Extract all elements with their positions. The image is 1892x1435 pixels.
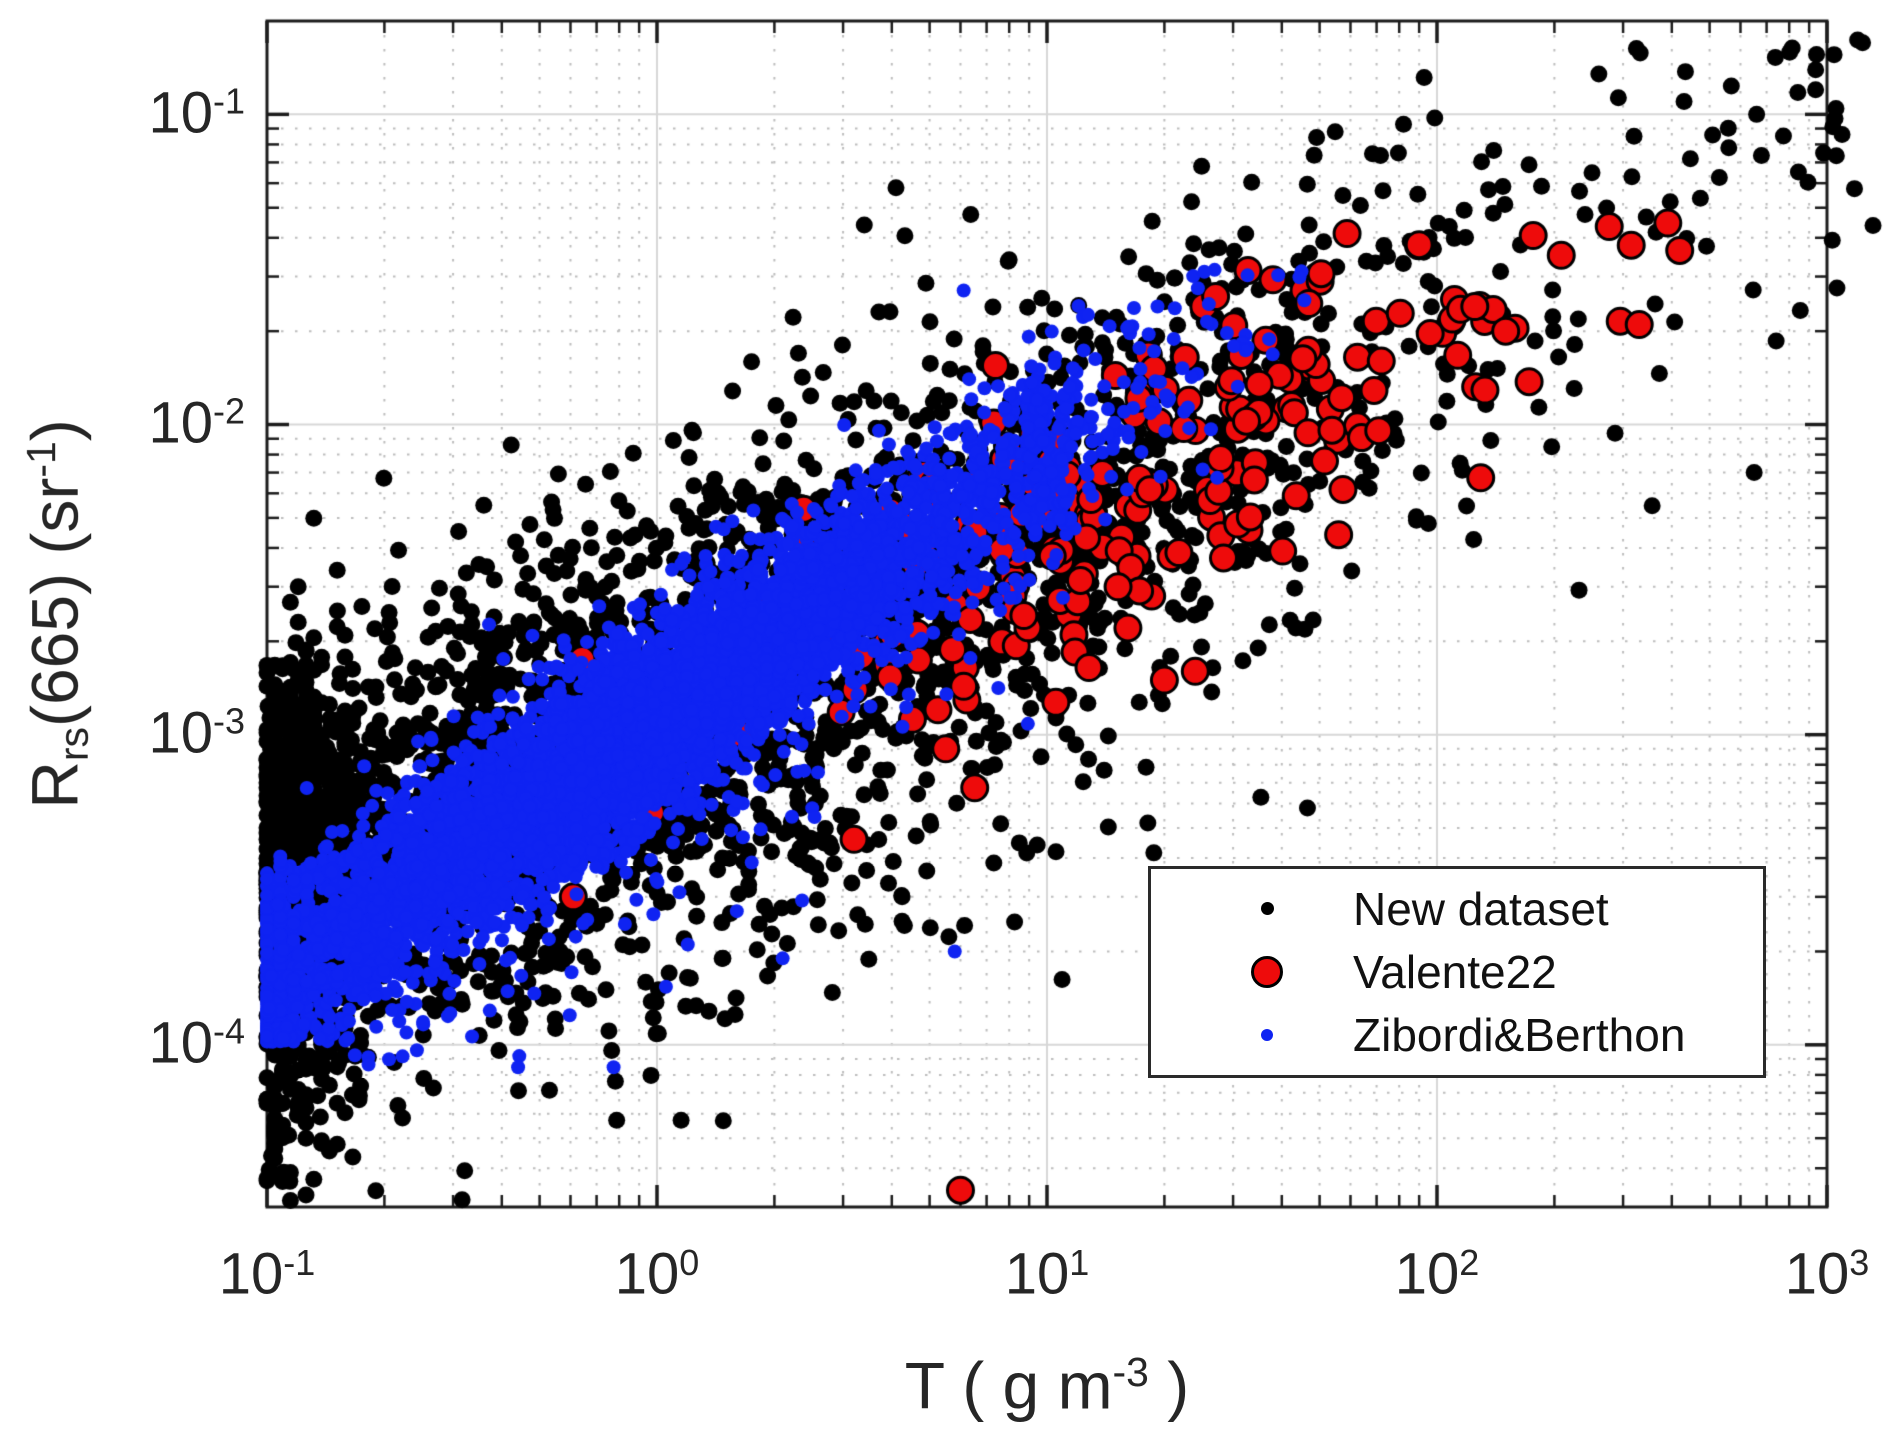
legend-label: Valente22 — [1353, 945, 1557, 998]
valente22-marker-icon — [1251, 955, 1283, 988]
y-tick-label-1e-4: 10-4 — [148, 1010, 245, 1076]
legend-item-valente22: Valente22 — [1151, 941, 1763, 1003]
x-tick-label-1e2: 102 — [1394, 1241, 1480, 1307]
y-tick-label-1e-1: 10-1 — [148, 80, 245, 146]
y-tick-label-1e-3: 10-3 — [148, 700, 245, 766]
y-axis-label: Rrs(665) (sr-1) — [17, 419, 97, 809]
new-dataset-marker-icon — [1260, 902, 1274, 916]
legend-label: Zibordi&Berthon — [1353, 1009, 1686, 1062]
legend-item-new-dataset: New dataset — [1151, 878, 1763, 940]
legend: New dataset Valente22 Zibordi&Berthon — [1148, 866, 1766, 1078]
x-tick-label-1e3: 103 — [1784, 1241, 1870, 1307]
x-tick-label-1e1: 101 — [1004, 1241, 1090, 1307]
zibordi-berthon-marker-icon — [1261, 1029, 1273, 1042]
legend-item-zibordi-berthon: Zibordi&Berthon — [1151, 1004, 1763, 1066]
x-tick-label-1e-1: 10-1 — [218, 1241, 316, 1307]
x-tick-label-1e0: 100 — [614, 1241, 700, 1307]
x-axis-label: T ( g m-3 ) — [904, 1348, 1190, 1423]
y-tick-label-1e-2: 10-2 — [148, 390, 245, 456]
legend-label: New dataset — [1353, 882, 1609, 935]
